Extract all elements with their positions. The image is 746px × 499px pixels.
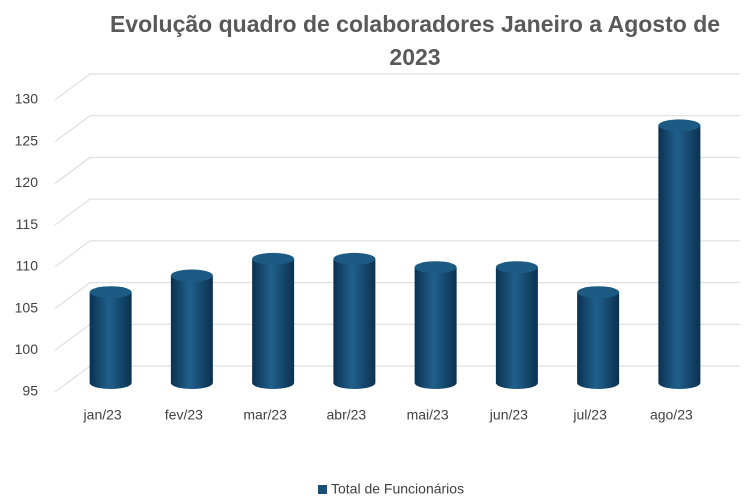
grid-line xyxy=(54,115,740,143)
bar-body xyxy=(658,125,701,389)
bar xyxy=(658,119,701,389)
y-tick-label: 130 xyxy=(15,91,39,107)
y-tick-label: 120 xyxy=(15,174,39,190)
bar-top xyxy=(252,252,295,265)
bar-body xyxy=(495,267,538,389)
x-tick-label: jun/23 xyxy=(489,407,528,423)
bar-body xyxy=(252,258,295,389)
grid-line xyxy=(54,282,740,309)
grid-line xyxy=(54,365,740,393)
bar-top xyxy=(89,286,132,299)
y-tick-label: 100 xyxy=(15,341,39,357)
bar xyxy=(252,252,295,389)
grid-line xyxy=(54,198,740,226)
y-tick-label: 105 xyxy=(15,299,39,315)
bar xyxy=(170,269,213,389)
bar-top xyxy=(658,119,701,132)
bar-top xyxy=(333,252,376,265)
bar xyxy=(414,261,457,389)
bar xyxy=(495,261,538,389)
x-tick-label: jan/23 xyxy=(83,407,122,423)
grid-line xyxy=(54,323,740,351)
grid-line xyxy=(54,73,740,101)
bar-top xyxy=(170,269,213,282)
chart-title: Evolução quadro de colaboradores Janeiro… xyxy=(109,11,721,70)
y-tick-label: 95 xyxy=(22,383,38,399)
x-tick-label: mar/23 xyxy=(243,407,287,423)
legend-label: Total de Funcionários xyxy=(331,481,464,497)
bar-top xyxy=(495,261,538,274)
bar-top xyxy=(414,261,457,274)
x-tick-label: ago/23 xyxy=(650,407,693,423)
bar-body xyxy=(89,292,132,389)
bar xyxy=(333,252,376,389)
grid-line xyxy=(54,240,740,268)
legend-swatch xyxy=(318,485,327,494)
bar-body xyxy=(577,292,620,389)
x-tick-label: mai/23 xyxy=(407,407,449,423)
y-tick-label: 125 xyxy=(15,132,39,148)
x-tick-label: fev/23 xyxy=(165,407,203,423)
bar xyxy=(89,286,132,389)
bar-top xyxy=(577,286,620,299)
y-tick-label: 115 xyxy=(16,216,39,232)
bar xyxy=(577,286,620,389)
bar-body xyxy=(333,258,376,389)
y-tick-label: 110 xyxy=(16,258,39,274)
bar-body xyxy=(414,267,457,389)
x-tick-label: jul/23 xyxy=(572,407,607,423)
grid-line xyxy=(54,156,740,184)
bar-body xyxy=(170,275,213,389)
x-tick-label: abr/23 xyxy=(327,407,367,423)
